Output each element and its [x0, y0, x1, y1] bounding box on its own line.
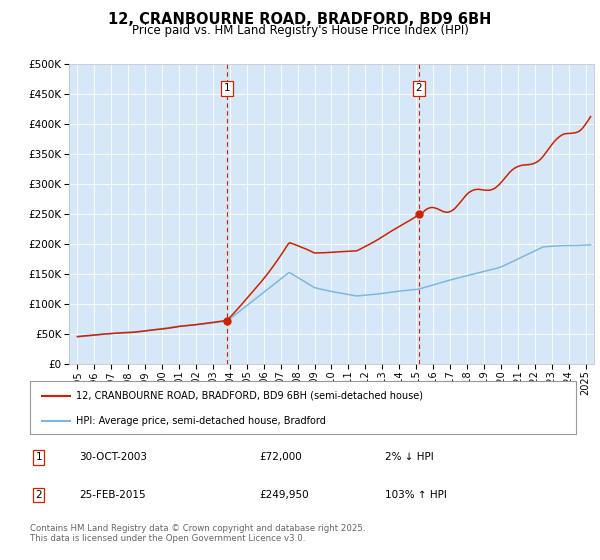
Text: HPI: Average price, semi-detached house, Bradford: HPI: Average price, semi-detached house,…	[76, 416, 326, 426]
Text: Contains HM Land Registry data © Crown copyright and database right 2025.
This d: Contains HM Land Registry data © Crown c…	[30, 524, 365, 543]
Text: 12, CRANBOURNE ROAD, BRADFORD, BD9 6BH (semi-detached house): 12, CRANBOURNE ROAD, BRADFORD, BD9 6BH (…	[76, 391, 424, 401]
Text: £72,000: £72,000	[259, 452, 302, 463]
Text: 25-FEB-2015: 25-FEB-2015	[79, 490, 146, 500]
Text: 2: 2	[415, 83, 422, 94]
FancyBboxPatch shape	[30, 381, 576, 434]
Text: 103% ↑ HPI: 103% ↑ HPI	[385, 490, 447, 500]
Text: 1: 1	[35, 452, 42, 463]
Text: 1: 1	[224, 83, 230, 94]
Text: 2% ↓ HPI: 2% ↓ HPI	[385, 452, 434, 463]
Text: Price paid vs. HM Land Registry's House Price Index (HPI): Price paid vs. HM Land Registry's House …	[131, 24, 469, 37]
Text: £249,950: £249,950	[259, 490, 309, 500]
Text: 30-OCT-2003: 30-OCT-2003	[79, 452, 147, 463]
Text: 2: 2	[35, 490, 42, 500]
Text: 12, CRANBOURNE ROAD, BRADFORD, BD9 6BH: 12, CRANBOURNE ROAD, BRADFORD, BD9 6BH	[109, 12, 491, 27]
